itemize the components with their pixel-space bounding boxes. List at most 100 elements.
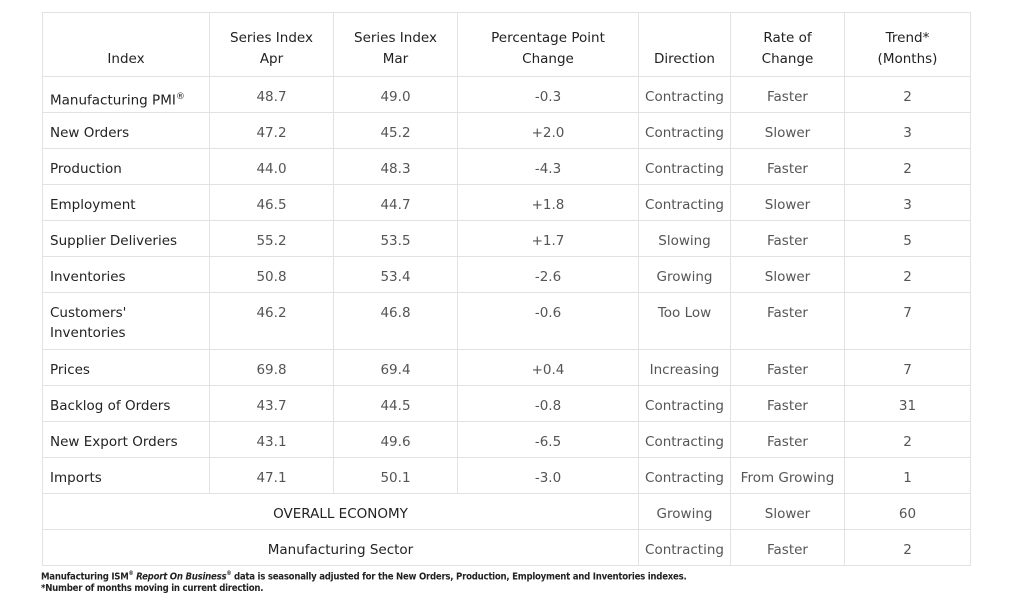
cell-rate: From Growing — [730, 457, 845, 494]
row-label: Inventories — [42, 256, 210, 293]
cell-change: -6.5 — [457, 421, 639, 458]
cell-mar: 49.6 — [333, 421, 458, 458]
cell-apr: 69.8 — [209, 349, 334, 386]
cell-trend: 2 — [844, 256, 971, 293]
cell-trend: 2 — [844, 76, 971, 113]
cell-mar: 53.5 — [333, 220, 458, 257]
cell-direction: Increasing — [638, 349, 731, 386]
cell-mar: 46.8 — [333, 292, 458, 350]
header-series-apr: Series Index Apr — [209, 12, 334, 77]
row-label: Backlog of Orders — [42, 385, 210, 422]
cell-direction: Contracting — [638, 529, 731, 566]
cell-trend: 60 — [844, 493, 971, 530]
row-label: New Export Orders — [42, 421, 210, 458]
table-row: Employment 46.5 44.7 +1.8 Contracting Sl… — [42, 184, 971, 221]
cell-change: +1.7 — [457, 220, 639, 257]
summary-row: OVERALL ECONOMY Growing Slower 60 — [42, 493, 971, 530]
cell-rate: Faster — [730, 220, 845, 257]
cell-direction: Contracting — [638, 148, 731, 185]
cell-rate: Faster — [730, 529, 845, 566]
cell-direction: Growing — [638, 493, 731, 530]
row-label: Customers' Inventories — [42, 292, 210, 350]
cell-trend: 5 — [844, 220, 971, 257]
cell-mar: 44.7 — [333, 184, 458, 221]
table-row: New Orders 47.2 45.2 +2.0 Contracting Sl… — [42, 112, 971, 149]
cell-trend: 3 — [844, 184, 971, 221]
header-trend: Trend* (Months) — [844, 12, 971, 77]
header-index: Index — [42, 12, 210, 77]
cell-direction: Growing — [638, 256, 731, 293]
cell-rate: Slower — [730, 493, 845, 530]
cell-rate: Slower — [730, 256, 845, 293]
cell-apr: 50.8 — [209, 256, 334, 293]
row-label: Employment — [42, 184, 210, 221]
cell-mar: 45.2 — [333, 112, 458, 149]
cell-rate: Faster — [730, 148, 845, 185]
cell-apr: 46.5 — [209, 184, 334, 221]
cell-trend: 2 — [844, 529, 971, 566]
cell-direction: Contracting — [638, 76, 731, 113]
row-label: Supplier Deliveries — [42, 220, 210, 257]
cell-mar: 50.1 — [333, 457, 458, 494]
cell-trend: 3 — [844, 112, 971, 149]
cell-trend: 2 — [844, 421, 971, 458]
summary-label: OVERALL ECONOMY — [42, 493, 639, 530]
table-header-row: Index Series Index Apr Series Index Mar Pe… — [42, 12, 971, 77]
ism-index-table: Index Series Index Apr Series Index Mar Pe… — [42, 12, 971, 566]
header-direction: Direction — [638, 12, 731, 77]
cell-mar: 53.4 — [333, 256, 458, 293]
row-label: Manufacturing PMI® — [42, 76, 210, 113]
cell-apr: 47.2 — [209, 112, 334, 149]
table-row: Supplier Deliveries 55.2 53.5 +1.7 Slowi… — [42, 220, 971, 257]
cell-change: -3.0 — [457, 457, 639, 494]
row-label: Imports — [42, 457, 210, 494]
footnote: Manufacturing ISM® Report On Business® d… — [41, 568, 687, 595]
cell-mar: 49.0 — [333, 76, 458, 113]
row-label: New Orders — [42, 112, 210, 149]
cell-apr: 46.2 — [209, 292, 334, 350]
table-row: Inventories 50.8 53.4 -2.6 Growing Slowe… — [42, 256, 971, 293]
footnote-line-2: *Number of months moving in current dire… — [41, 583, 264, 595]
cell-apr: 44.0 — [209, 148, 334, 185]
cell-rate: Faster — [730, 292, 845, 350]
cell-direction: Too Low — [638, 292, 731, 350]
cell-trend: 7 — [844, 292, 971, 350]
table-row: Production 44.0 48.3 -4.3 Contracting Fa… — [42, 148, 971, 185]
cell-rate: Faster — [730, 421, 845, 458]
table-row: Backlog of Orders 43.7 44.5 -0.8 Contrac… — [42, 385, 971, 422]
cell-trend: 7 — [844, 349, 971, 386]
footnote-line-1: Manufacturing ISM® Report On Business® d… — [41, 570, 687, 583]
cell-change: -0.6 — [457, 292, 639, 350]
table-row: Manufacturing PMI® 48.7 49.0 -0.3 Contra… — [42, 76, 971, 113]
cell-change: -0.3 — [457, 76, 639, 113]
summary-label: Manufacturing Sector — [42, 529, 639, 566]
cell-trend: 31 — [844, 385, 971, 422]
header-change: Percentage Point Change — [457, 12, 639, 77]
row-label: Production — [42, 148, 210, 185]
header-rate: Rate of Change — [730, 12, 845, 77]
cell-rate: Faster — [730, 349, 845, 386]
cell-rate: Slower — [730, 112, 845, 149]
table-row: Imports 47.1 50.1 -3.0 Contracting From … — [42, 457, 971, 494]
cell-direction: Contracting — [638, 421, 731, 458]
cell-rate: Faster — [730, 385, 845, 422]
cell-direction: Contracting — [638, 385, 731, 422]
cell-rate: Faster — [730, 76, 845, 113]
cell-change: -4.3 — [457, 148, 639, 185]
cell-change: +2.0 — [457, 112, 639, 149]
summary-row: Manufacturing Sector Contracting Faster … — [42, 529, 971, 566]
cell-direction: Contracting — [638, 184, 731, 221]
cell-change: +1.8 — [457, 184, 639, 221]
table-row: New Export Orders 43.1 49.6 -6.5 Contrac… — [42, 421, 971, 458]
table-row: Customers' Inventories 46.2 46.8 -0.6 Too… — [42, 292, 971, 350]
cell-direction: Contracting — [638, 112, 731, 149]
cell-direction: Slowing — [638, 220, 731, 257]
cell-direction: Contracting — [638, 457, 731, 494]
row-label: Prices — [42, 349, 210, 386]
cell-mar: 48.3 — [333, 148, 458, 185]
cell-change: -2.6 — [457, 256, 639, 293]
cell-apr: 48.7 — [209, 76, 334, 113]
cell-change: -0.8 — [457, 385, 639, 422]
cell-apr: 43.1 — [209, 421, 334, 458]
cell-trend: 2 — [844, 148, 971, 185]
